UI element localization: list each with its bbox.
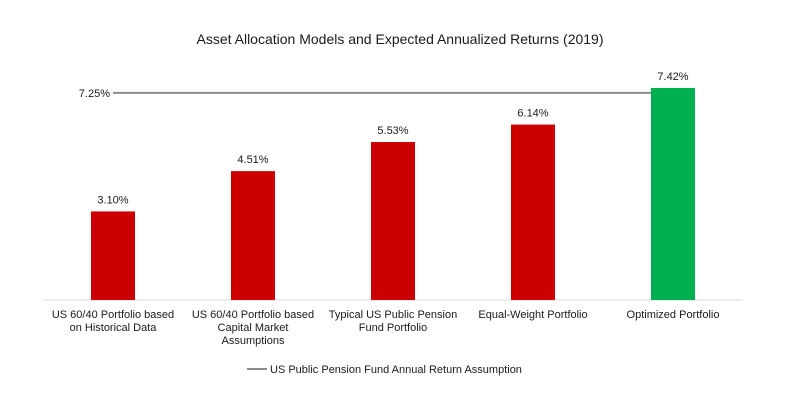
data-label: 3.10% — [97, 194, 128, 206]
bar — [371, 142, 415, 300]
category-label-line: Capital Market — [218, 322, 289, 334]
category-label-line: Optimized Portfolio — [627, 309, 720, 321]
category-label-line: US 60/40 Portfolio based — [52, 309, 174, 321]
legend-label: US Public Pension Fund Annual Return Ass… — [270, 364, 522, 376]
bar — [231, 171, 275, 300]
category-label: US 60/40 Portfolio based Capital Market As… — [192, 309, 314, 347]
category-label-line: Typical US Public Pension — [329, 309, 457, 321]
bar — [511, 124, 555, 300]
data-label: 4.51% — [237, 154, 268, 166]
category-label: Optimized Portfolio — [627, 309, 720, 321]
category-label-line: on Historical Data — [70, 322, 158, 334]
legend: US Public Pension Fund Annual Return Ass… — [247, 364, 522, 376]
category-label-line: US 60/40 Portfolio based — [192, 309, 314, 321]
category-label: Equal-Weight Portfolio — [478, 309, 587, 321]
category-label: Typical US Public Pension Fund Portfolio — [329, 309, 457, 334]
category-label-line: Fund Portfolio — [359, 322, 427, 334]
bar — [91, 211, 135, 300]
reference-line-label: 7.25% — [79, 88, 110, 100]
category-label-line: Assumptions — [222, 335, 285, 347]
plot-area: 7.25%3.10%US 60/40 Portfolio based on His… — [43, 71, 743, 347]
category-label: US 60/40 Portfolio based on Historical Da… — [52, 309, 174, 334]
chart-title: Asset Allocation Models and Expected Ann… — [196, 31, 603, 47]
data-label: 6.14% — [517, 108, 548, 120]
data-label: 7.42% — [657, 71, 688, 83]
bar — [651, 88, 695, 300]
category-label-line: Equal-Weight Portfolio — [478, 309, 587, 321]
data-label: 5.53% — [377, 125, 408, 137]
